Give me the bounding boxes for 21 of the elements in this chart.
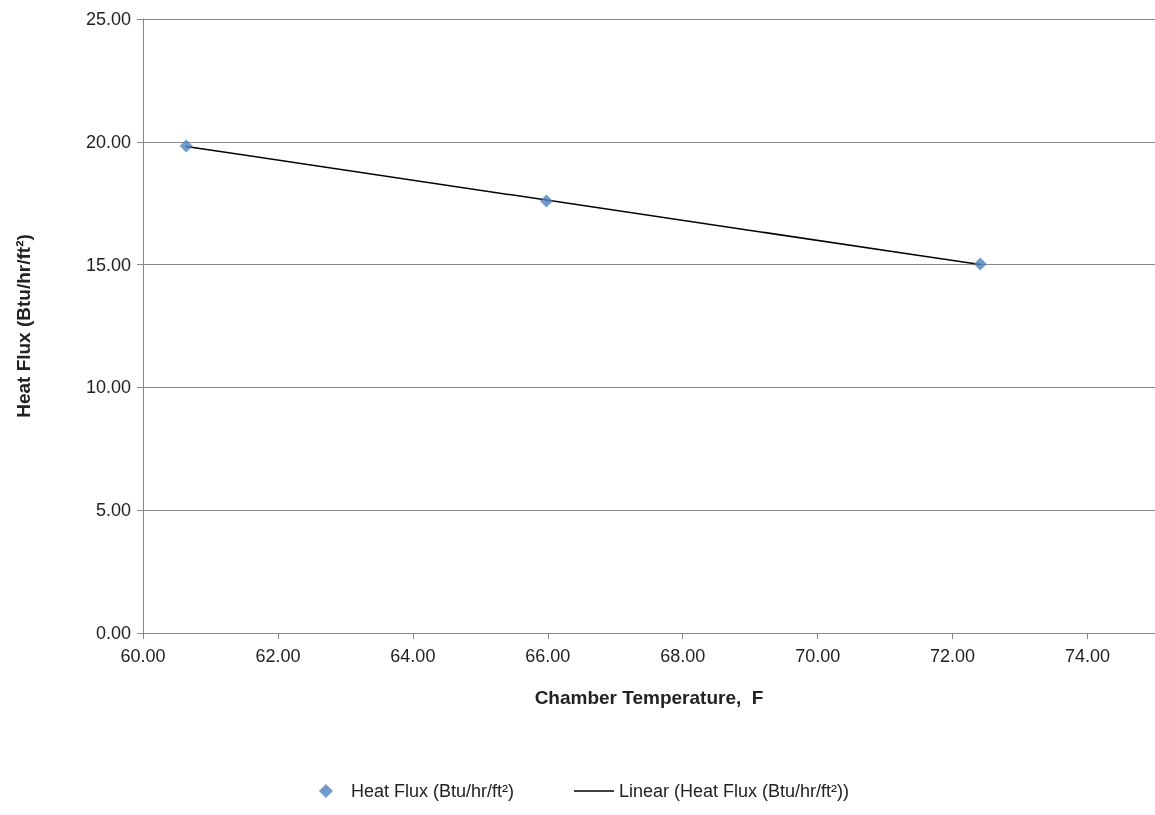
x-tick-label: 60.00	[120, 646, 166, 666]
x-tick-label: 66.00	[525, 646, 571, 666]
y-tick-label: 0.00	[95, 623, 131, 643]
y-tick-label: 20.00	[85, 131, 131, 152]
x-tick-label: 72.00	[930, 646, 976, 666]
y-axis-title: Heat Flux (Btu/hr/ft²)	[13, 234, 34, 418]
x-tick-label: 70.00	[795, 646, 841, 666]
x-tick-label: 68.00	[660, 646, 706, 666]
x-tick-label: 64.00	[390, 646, 436, 666]
point	[179, 139, 193, 153]
y-tick-label: 10.00	[85, 377, 131, 398]
y-tick-label: 5.00	[95, 500, 131, 521]
legend-label: Heat Flux (Btu/hr/ft²)	[350, 781, 514, 801]
x-tick-label: 74.00	[1065, 646, 1111, 666]
point	[539, 194, 553, 208]
x-axis-title: Chamber Temperature, F	[534, 687, 764, 708]
x-tick-label: 62.00	[255, 646, 301, 666]
legend-label: Linear (Heat Flux (Btu/hr/ft²))	[618, 781, 850, 801]
y-tick-label: 15.00	[85, 254, 131, 275]
point	[973, 257, 987, 271]
y-tick-label: 25.00	[85, 9, 131, 29]
